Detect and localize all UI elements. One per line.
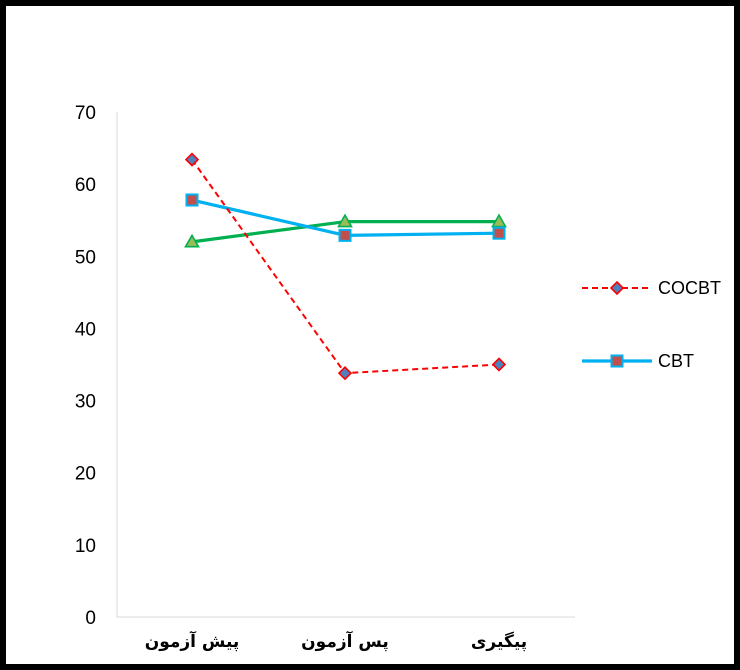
y-tick-label: 40 [75,319,96,340]
data-point [337,366,353,381]
legend-marker [610,354,624,368]
legend-label: CBT [658,351,694,371]
x-category-label: پیش آزمون [145,630,240,652]
series-line [191,159,500,375]
data-point [184,152,200,167]
data-point [338,228,352,242]
legend: COCBT CBT [582,278,721,371]
x-category-label: پس آزمون [301,630,389,652]
y-tick-label: 70 [75,103,96,124]
y-tick-label: 50 [75,247,96,268]
data-point [491,357,507,372]
axis-group: 0 10 20 30 40 50 60 70 پیش آزمون پس آزمون پیگیری [75,103,575,652]
series-group [184,152,507,381]
data-point [337,213,353,228]
data-point [491,213,507,228]
data-point [492,226,506,240]
data-point [184,233,200,248]
legend-label: COCBT [658,278,721,298]
y-tick-label: 30 [75,392,96,413]
y-tick-label: 10 [75,536,96,557]
y-tick-label: 0 [85,608,96,629]
y-tick-label: 60 [75,175,96,196]
data-point [185,193,199,207]
y-tick-label: 20 [75,464,96,485]
legend-marker [609,280,625,296]
x-category-label: پیگیری [471,631,527,652]
